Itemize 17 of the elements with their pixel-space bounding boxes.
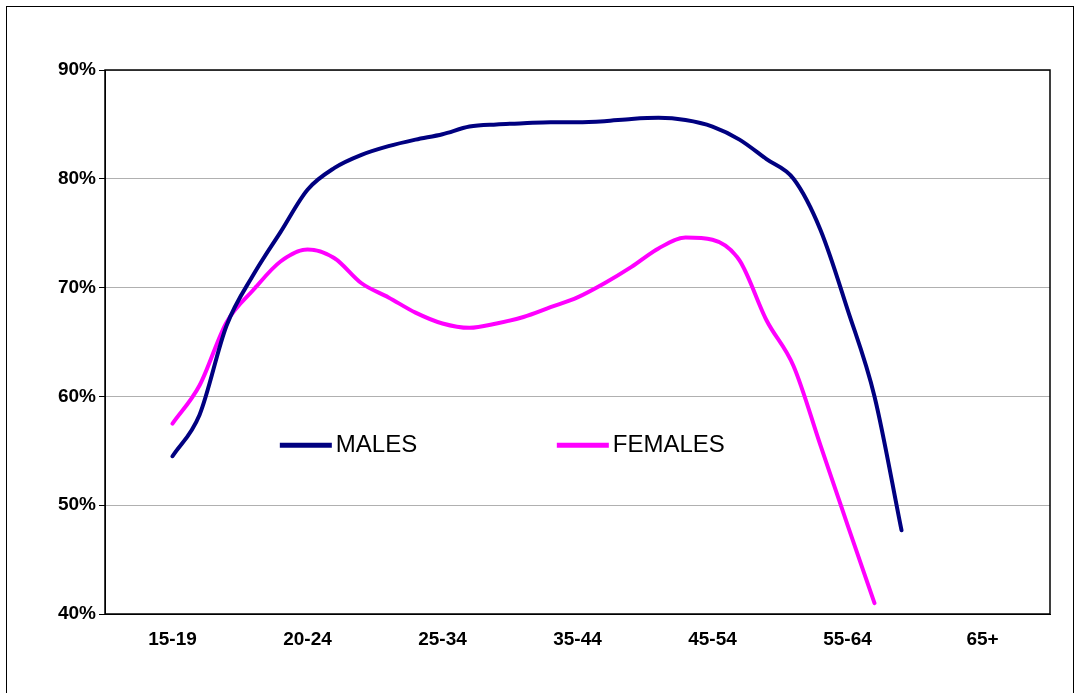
x-tick-label: 55-64 — [823, 627, 873, 649]
y-tick-label: 50% — [57, 493, 97, 515]
y-tick-label: 90% — [57, 58, 97, 80]
x-tick-label: 25-34 — [418, 627, 468, 649]
y-tick-label: 80% — [57, 167, 97, 189]
line-series — [170, 115, 904, 533]
line-series — [170, 235, 877, 606]
y-tick-label: 40% — [57, 602, 97, 624]
y-tick-label: 60% — [57, 384, 97, 406]
x-tick-label: 20-24 — [283, 627, 333, 649]
legend-label: MALES — [335, 429, 418, 457]
x-tick-label: 45-54 — [688, 627, 738, 649]
x-tick-label: 35-44 — [553, 627, 603, 649]
legend-label: FEMALES — [612, 429, 725, 457]
y-tick-label: 70% — [57, 275, 97, 297]
x-tick-label: 65+ — [966, 627, 999, 649]
x-tick-label: 15-19 — [148, 627, 197, 649]
